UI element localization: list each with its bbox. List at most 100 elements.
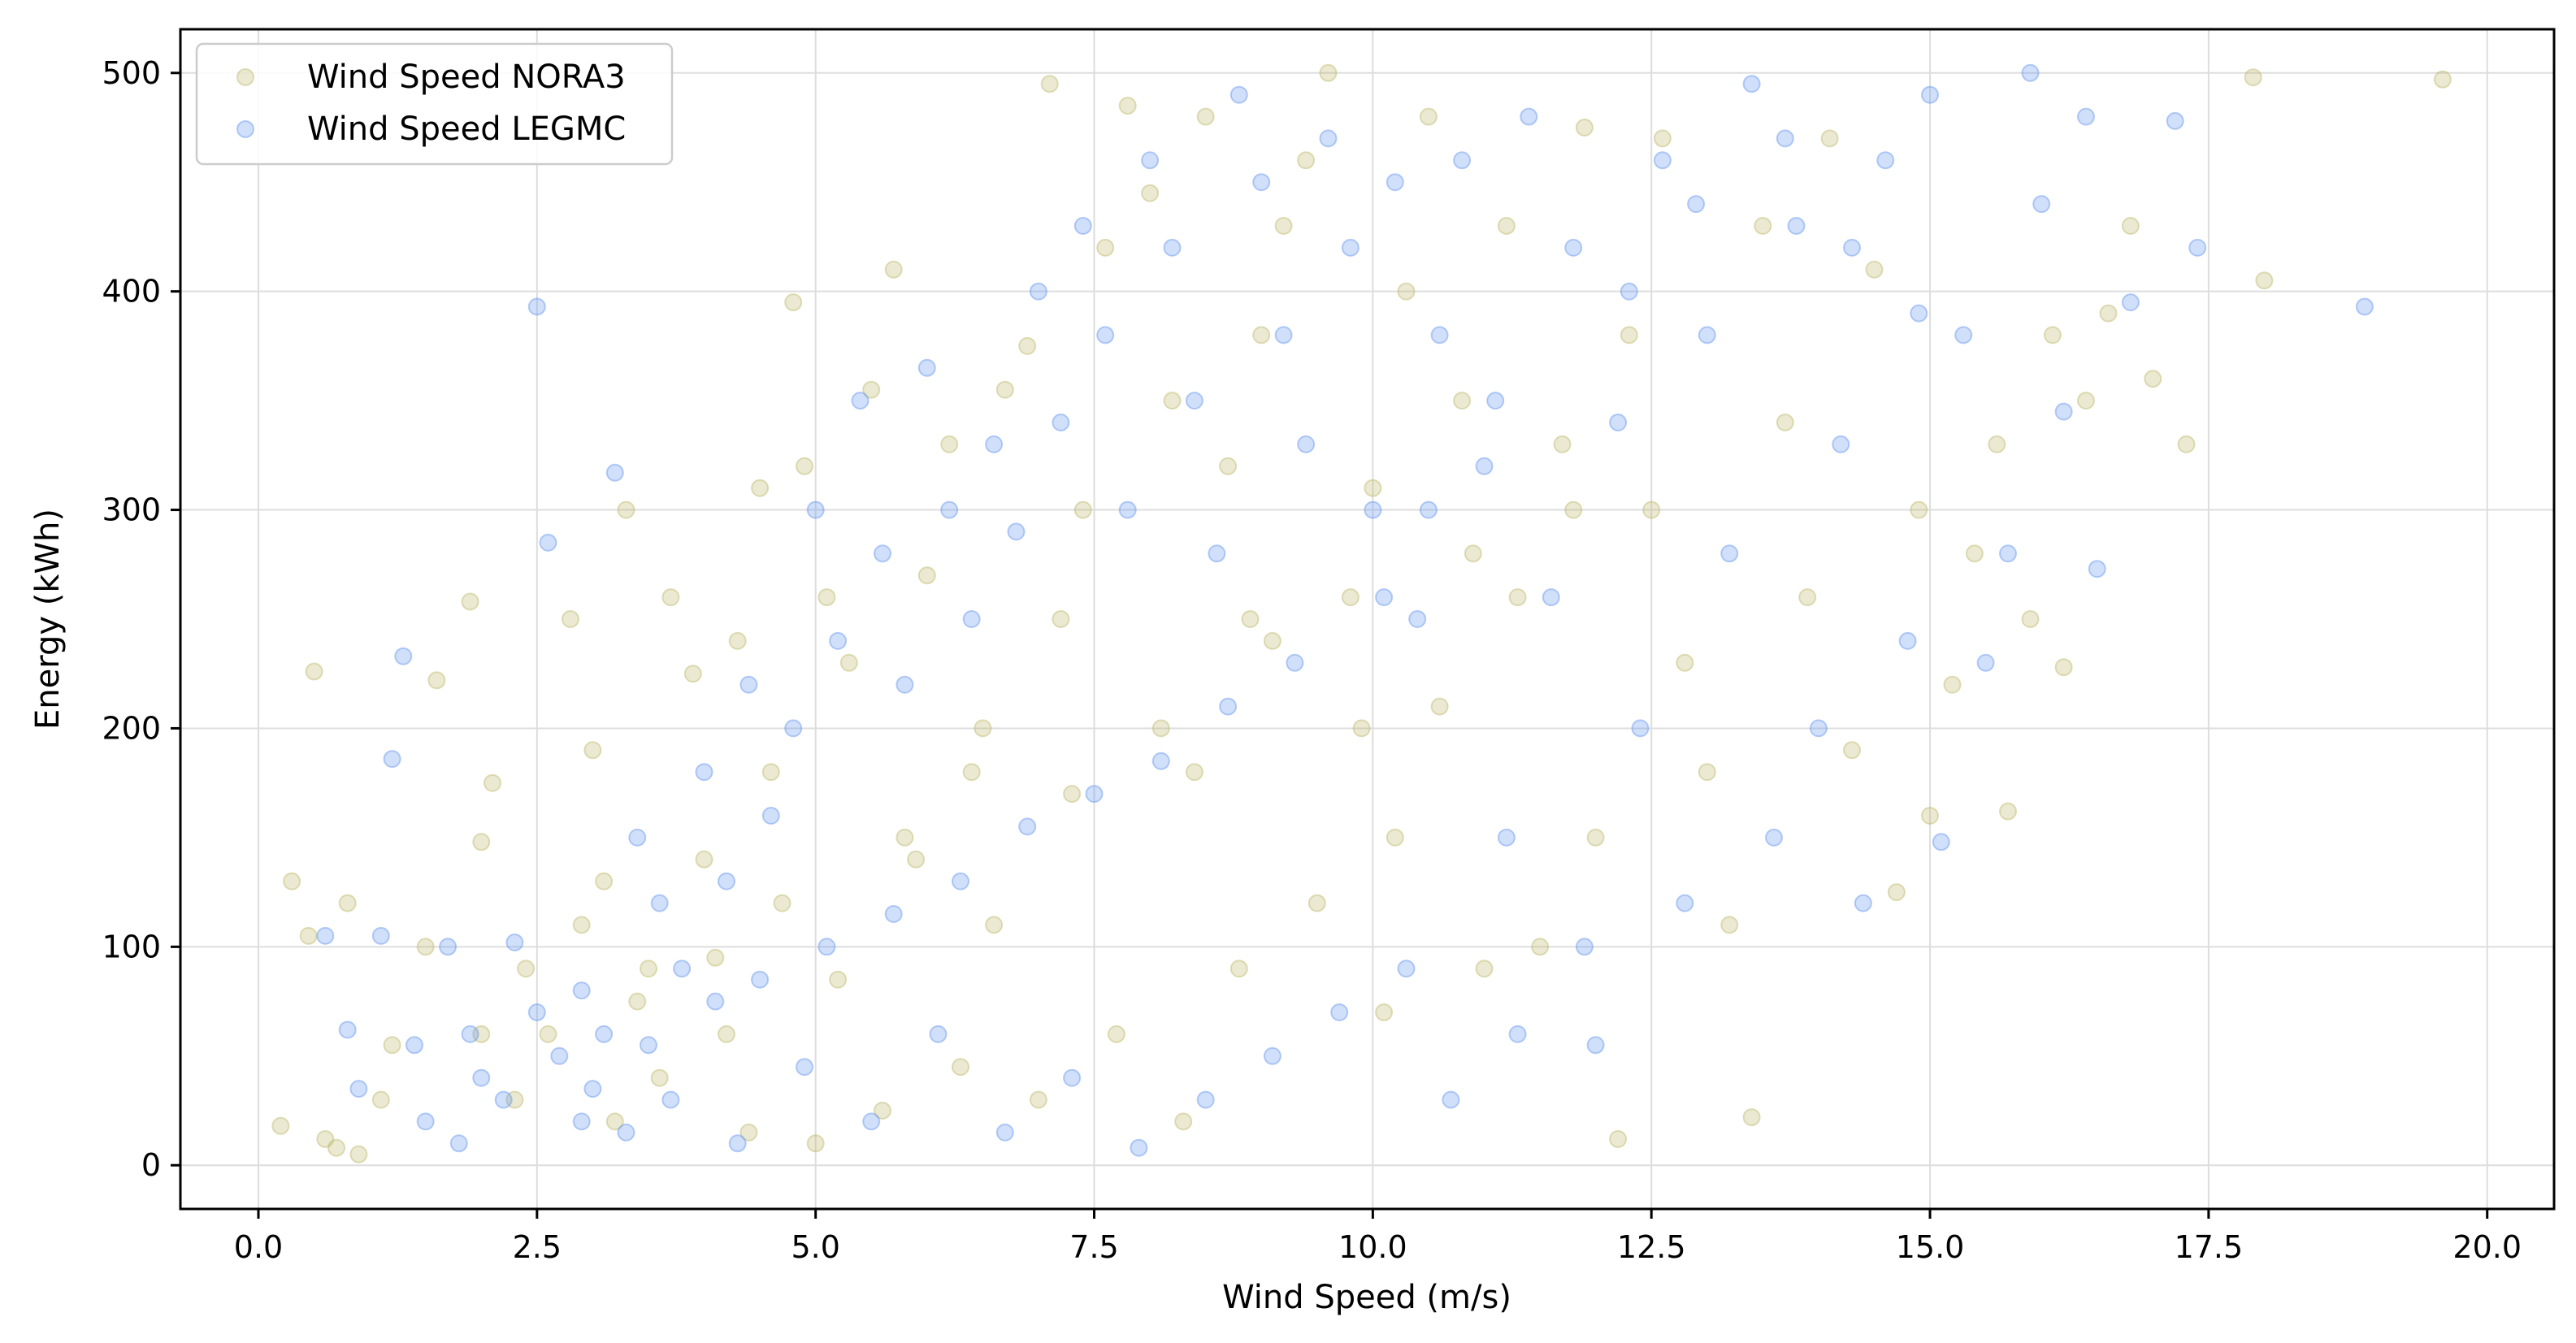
data-point [1442,1090,1460,1109]
data-point [1921,807,1939,825]
data-point [1151,719,1170,738]
data-point [817,588,836,607]
legend-marker-nora3 [236,68,254,86]
data-point [985,916,1004,934]
data-point [1609,414,1628,431]
data-point [416,938,435,956]
y-tick-label: 500 [102,55,161,91]
data-point [338,894,357,912]
data-point [383,750,401,769]
data-point [839,653,858,672]
data-point [371,926,390,945]
data-point [851,392,870,410]
data-point [1475,960,1494,978]
data-point [1999,802,2017,821]
data-point [1052,414,1070,431]
data-point [1676,653,1694,672]
legend-marker-legmc [236,120,254,138]
data-point [1742,1108,1761,1127]
data-point [1720,544,1739,563]
data-point [884,905,903,923]
data-point [539,533,557,552]
series-1 [316,63,2374,1157]
data-point [461,1025,479,1043]
data-point [751,479,770,497]
data-point [1876,151,1895,170]
data-point [1386,828,1404,847]
data-point [1508,588,1527,607]
data-point [316,1130,335,1148]
data-point [484,773,501,792]
data-point [1720,916,1739,934]
data-point [1586,1036,1605,1055]
data-point [1308,894,1326,912]
legend-box [195,42,674,166]
data-point [1820,129,1839,148]
data-point [817,938,836,956]
data-point [327,1138,345,1157]
x-tick-label: 0.0 [234,1229,283,1265]
x-tick-label: 10.0 [1338,1229,1407,1265]
data-point [2043,326,2062,344]
data-point [1163,392,1182,410]
data-point [605,463,624,482]
data-point [718,1025,735,1043]
y-tick-label: 200 [102,710,161,746]
data-point [1263,1046,1281,1065]
y-tick-label: 300 [102,492,161,528]
data-point [1375,1003,1394,1021]
data-point [1776,129,1794,148]
data-point [695,850,713,869]
data-point [583,1080,602,1098]
data-point [962,763,981,782]
data-point [1397,282,1416,301]
data-point [439,938,458,956]
x-tick-label: 2.5 [513,1229,562,1265]
data-point [1620,326,1638,344]
axis-ticks: 0.0 2.5 5.0 7.5 10.0 12.5 15.0 17.5 20.0 0 100 200 3… [102,55,2522,1265]
data-point [1163,238,1182,257]
data-point [283,872,301,890]
data-point [383,1036,401,1055]
data-point [1898,631,1917,650]
data-point [1096,238,1115,257]
data-point [271,1116,290,1135]
data-point [1185,392,1203,410]
data-point [1029,282,1047,301]
data-point [1453,392,1472,410]
data-point [2077,392,2095,410]
data-point [952,1058,969,1077]
data-point [449,1134,468,1153]
data-point [929,1025,948,1043]
data-point [1185,763,1203,782]
data-point [527,297,546,316]
data-point [1676,894,1694,912]
data-point [562,610,579,628]
data-point [907,850,926,869]
data-point [1976,653,1995,672]
data-point [640,1036,657,1055]
data-point [1787,217,1806,235]
data-point [1419,107,1438,126]
data-point [728,631,747,650]
data-point [2177,435,2196,453]
data-point [2088,560,2106,578]
data-point [1063,1068,1082,1087]
data-point [884,260,903,279]
data-point [305,662,323,681]
data-point [1475,457,1494,475]
data-point [517,960,536,978]
data-point [2121,217,2140,235]
y-tick-label: 100 [102,929,161,964]
data-point [1921,85,1939,104]
data-point [718,872,735,890]
data-point [1430,697,1449,716]
data-point [461,592,479,611]
data-point [1698,763,1716,782]
data-point [1229,960,1248,978]
data-point [751,970,770,989]
data-point [1575,119,1594,136]
data-point [1073,217,1092,235]
data-point [2433,70,2452,89]
